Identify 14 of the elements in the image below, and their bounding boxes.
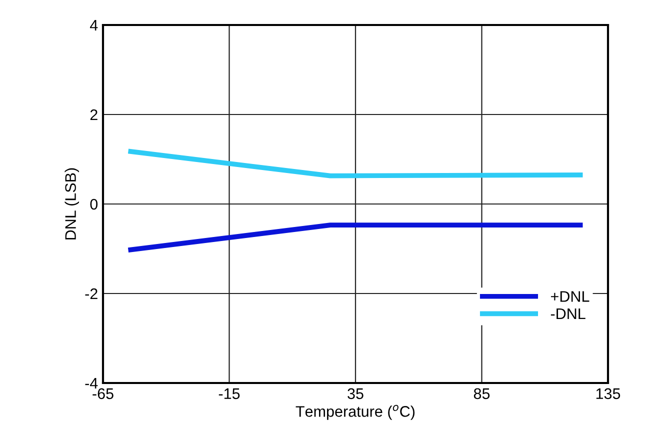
y-tick-label: 2 <box>90 109 98 120</box>
y-tick-label: -2 <box>85 288 98 300</box>
x-tick-label: 135 <box>596 388 620 400</box>
y-axis-title: DNL (LSB) <box>64 168 79 240</box>
x-tick-label: 35 <box>348 388 364 400</box>
x-tick-label: -15 <box>218 388 240 400</box>
legend-label: -DNL <box>550 308 586 320</box>
y-tick-label: 4 <box>90 20 98 31</box>
x-tick-label: 85 <box>474 388 490 400</box>
x-axis-title: Temperature ($^{o}$C) <box>296 404 415 420</box>
y-tick-label: -4 <box>85 378 98 389</box>
x-tick-label: -65 <box>92 388 114 400</box>
y-tick-label: 0 <box>90 198 98 210</box>
legend-label: +DNL <box>550 291 590 302</box>
